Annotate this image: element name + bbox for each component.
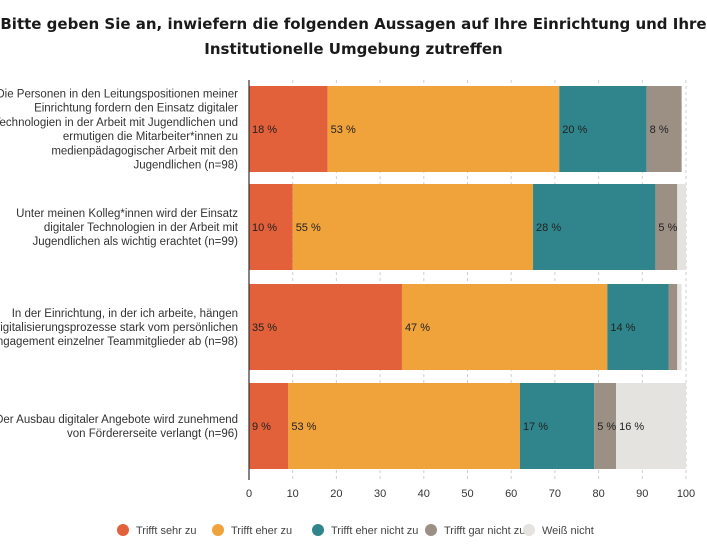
- category-label-line: Unter meinen Kolleg*innen wird der Einsa…: [16, 208, 238, 220]
- bar-segment: [401, 284, 608, 370]
- legend: Trifft sehr zu Trifft eher zu Trifft eher …: [117, 524, 594, 537]
- bar-segment: [677, 184, 686, 270]
- bar-segment: [249, 284, 402, 370]
- bar-segment: [533, 184, 656, 270]
- bar-segment: [249, 184, 293, 270]
- bar-segment: [607, 284, 669, 370]
- legend-swatch: [117, 524, 129, 536]
- category-label: Die Personen in den Leitungspositionen m…: [0, 89, 238, 172]
- category-label-line: Einrichtung fordern den Einsatz digitale…: [34, 103, 238, 115]
- legend-label: Weiß nicht: [542, 525, 594, 537]
- bar-segment: [327, 86, 560, 172]
- legend-item: Weiß nicht: [523, 524, 594, 537]
- category-label-line: von Fördererseite verlangt (n=96): [67, 428, 238, 440]
- data-label: 9 %: [252, 421, 271, 433]
- bar-segment: [519, 383, 595, 469]
- category-label: Unter meinen Kolleg*innen wird der Einsa…: [16, 208, 239, 248]
- x-tick-label: 50: [461, 488, 473, 500]
- x-tick-label: 60: [505, 488, 517, 500]
- bar-segment: [594, 383, 617, 469]
- category-label: Der Ausbau digitaler Angebote wird zuneh…: [0, 414, 238, 440]
- legend-swatch: [312, 524, 324, 536]
- legend-swatch: [523, 524, 535, 536]
- x-tick-label: 100: [677, 488, 695, 500]
- legend-label: Trifft sehr zu: [136, 525, 197, 537]
- category-label-line: Jugendlichen als wichtig erachtet (n=99): [32, 236, 238, 248]
- legend-label: Trifft eher zu: [231, 525, 292, 537]
- category-label-line: Die Personen in den Leitungspositionen m…: [0, 89, 238, 101]
- category-label-line: Technologien in der Arbeit mit Jugendlic…: [0, 117, 238, 129]
- data-label: 55 %: [296, 222, 321, 234]
- data-label: 53 %: [331, 124, 356, 136]
- x-tick-label: 70: [549, 488, 561, 500]
- legend-swatch: [212, 524, 224, 536]
- x-tick-label: 0: [246, 488, 252, 500]
- category-label-line: digitaler Technologien in der Arbeit mit: [44, 222, 239, 234]
- bar-segment: [249, 86, 328, 172]
- legend-item: Trifft gar nicht zu: [425, 524, 525, 537]
- x-tick-label: 40: [418, 488, 430, 500]
- data-label: 14 %: [610, 322, 635, 334]
- x-tick-label: 90: [636, 488, 648, 500]
- data-label: 28 %: [536, 222, 561, 234]
- legend-item: Trifft eher zu: [212, 524, 292, 537]
- bar-segment: [249, 383, 289, 469]
- legend-swatch: [425, 524, 437, 536]
- data-label: 35 %: [252, 322, 277, 334]
- legend-item: Trifft eher nicht zu: [312, 524, 418, 537]
- data-label: 16 %: [619, 421, 644, 433]
- bar-segment: [668, 284, 678, 370]
- chart-title-line-2: Institutionelle Umgebung zutreffen: [204, 40, 503, 58]
- category-label-line: In der Einrichtung, in der ich arbeite, …: [12, 308, 238, 320]
- legend-item: Trifft sehr zu: [117, 524, 197, 537]
- data-label: 5 %: [597, 421, 616, 433]
- x-tick-label: 10: [287, 488, 299, 500]
- chart-title-line-1: Bitte geben Sie an, inwiefern die folgen…: [0, 15, 707, 33]
- x-tick-label: 20: [330, 488, 342, 500]
- category-label-line: Jugendlichen (n=98): [133, 160, 238, 172]
- data-label: 17 %: [523, 421, 548, 433]
- category-label-line: Engagement einzelner Teammitglieder ab (…: [0, 336, 238, 348]
- data-label: 8 %: [650, 124, 669, 136]
- category-label: In der Einrichtung, in der ich arbeite, …: [0, 308, 238, 348]
- data-label: 18 %: [252, 124, 277, 136]
- category-labels: Die Personen in den Leitungspositionen m…: [0, 89, 239, 441]
- legend-label: Trifft gar nicht zu: [444, 525, 525, 537]
- category-label-line: Der Ausbau digitaler Angebote wird zuneh…: [0, 414, 238, 426]
- x-axis: 0 10 20 30 40 50 60 70 80 90 100: [246, 80, 695, 500]
- bar-segment: [559, 86, 647, 172]
- data-label: 47 %: [405, 322, 430, 334]
- bar-segment: [677, 284, 682, 370]
- category-label-line: Digitalisierungsprozesse stark vom persö…: [0, 322, 238, 334]
- category-label-line: ermutigen die Mitarbeiter*innen zu: [63, 131, 238, 143]
- bar-segment: [616, 383, 686, 469]
- bar-segment: [292, 184, 534, 270]
- data-label: 10 %: [252, 222, 277, 234]
- data-label: 20 %: [562, 124, 587, 136]
- data-label: 53 %: [291, 421, 316, 433]
- chart-title: Bitte geben Sie an, inwiefern die folgen…: [0, 12, 707, 62]
- data-label: 5 %: [658, 222, 677, 234]
- category-label-line: medienpädagogischer Arbeit mit den: [51, 145, 238, 157]
- bars: 18 % 53 % 20 % 8 % 10 % 55 % 28 % 5 % 35 % 47 % 14…: [249, 86, 686, 469]
- bar-segment: [655, 184, 678, 270]
- x-tick-label: 30: [374, 488, 386, 500]
- bar-segment: [646, 86, 682, 172]
- bar-segment: [288, 383, 520, 469]
- legend-label: Trifft eher nicht zu: [331, 525, 418, 537]
- x-tick-label: 80: [592, 488, 604, 500]
